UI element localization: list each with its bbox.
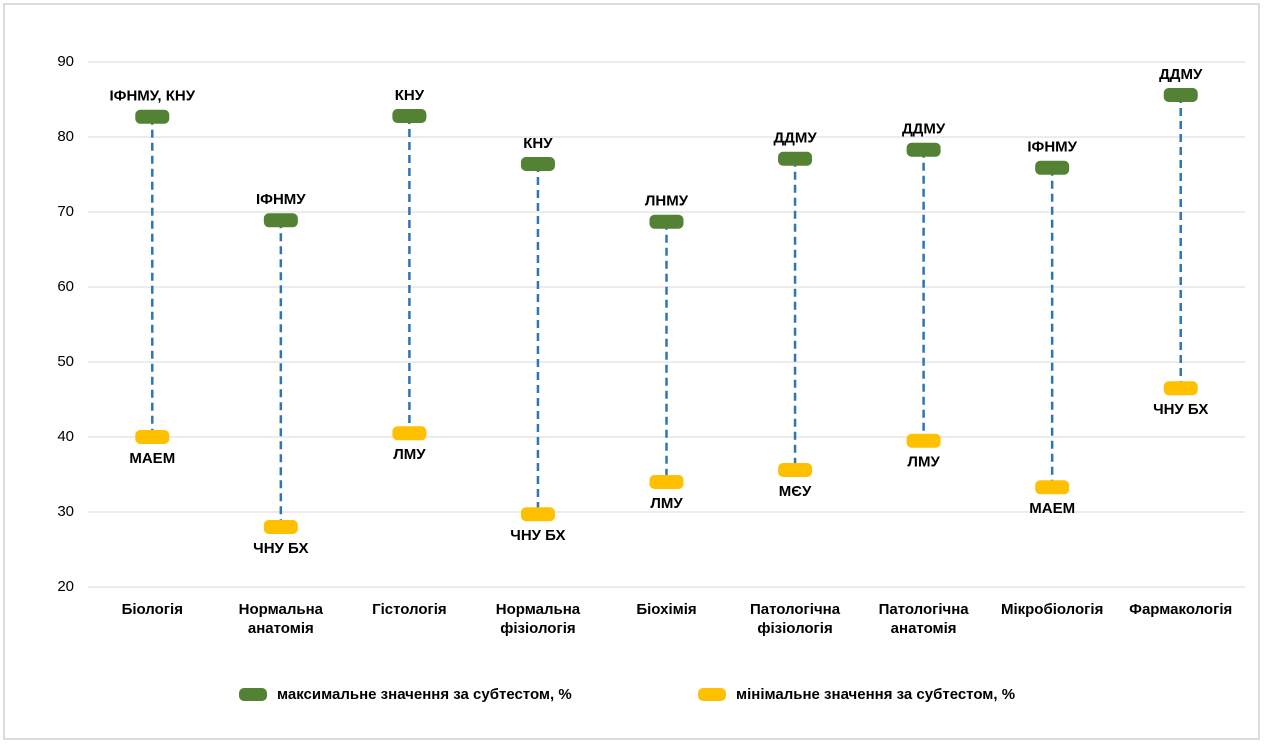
point-label: ДДМУ bbox=[1159, 66, 1203, 83]
y-tick-label: 30 bbox=[57, 503, 74, 520]
point-label: ЧНУ БХ bbox=[510, 527, 565, 544]
marker bbox=[906, 433, 941, 448]
y-tick-label: 70 bbox=[57, 203, 74, 220]
point-label: КНУ bbox=[395, 87, 425, 104]
marker bbox=[135, 430, 170, 444]
point-label: ЛМУ bbox=[650, 495, 683, 512]
marker bbox=[649, 475, 684, 489]
marker bbox=[778, 151, 813, 166]
x-tick-label: Патологічна анатомія bbox=[878, 601, 969, 637]
marker bbox=[1035, 480, 1070, 495]
point-label: ІФНМУ, КНУ bbox=[109, 88, 195, 105]
legend-marker bbox=[239, 688, 267, 701]
x-tick-label: Біологія bbox=[121, 601, 183, 618]
y-tick-label: 40 bbox=[57, 428, 74, 445]
point-label: КНУ bbox=[523, 135, 553, 152]
x-tick-label: Біохімія bbox=[636, 601, 697, 618]
point-label: ЛМУ bbox=[907, 454, 940, 471]
legend-marker bbox=[698, 688, 726, 701]
x-tick-label: Фармакологія bbox=[1129, 601, 1233, 618]
point-label: МАЕМ bbox=[1029, 500, 1075, 517]
marker bbox=[263, 213, 298, 228]
marker bbox=[1163, 88, 1198, 102]
point-label: ЧНУ БХ bbox=[253, 540, 308, 557]
point-label: ІФНМУ bbox=[1027, 139, 1077, 156]
marker bbox=[906, 142, 941, 157]
marker bbox=[392, 426, 427, 441]
x-tick-label: Нормальна анатомія bbox=[238, 601, 323, 637]
marker bbox=[649, 214, 684, 229]
x-tick-label: Мікробіологія bbox=[1000, 601, 1104, 618]
y-tick-label: 80 bbox=[57, 128, 74, 145]
point-label: ЧНУ БХ bbox=[1153, 401, 1208, 418]
legend-label: максимальне значення за субтестом, % bbox=[277, 686, 572, 703]
marker bbox=[520, 157, 555, 171]
x-tick-label: Нормальна фізіологія bbox=[495, 601, 581, 637]
marker bbox=[778, 463, 813, 477]
y-tick-label: 90 bbox=[57, 53, 74, 70]
x-tick-label: Гістологія bbox=[372, 601, 447, 618]
y-tick-label: 20 bbox=[57, 578, 74, 595]
marker bbox=[520, 507, 555, 522]
point-label: ДДМУ bbox=[773, 130, 817, 147]
x-tick-label: Патологічна фізіологія bbox=[750, 601, 841, 637]
point-label: ЛМУ bbox=[393, 446, 426, 463]
point-label: МАЕМ bbox=[129, 450, 175, 467]
marker bbox=[1163, 381, 1198, 396]
point-label: ІФНМУ bbox=[256, 191, 306, 208]
marker bbox=[1035, 160, 1070, 175]
marker bbox=[263, 520, 298, 534]
marker bbox=[392, 109, 427, 123]
y-tick-label: 50 bbox=[57, 353, 74, 370]
marker bbox=[135, 109, 170, 124]
point-label: МЄУ bbox=[779, 483, 812, 500]
point-label: ЛНМУ bbox=[645, 193, 689, 210]
legend-label: мінімальне значення за субтестом, % bbox=[736, 686, 1015, 703]
point-label: ДДМУ bbox=[902, 121, 946, 138]
frame bbox=[3, 3, 1260, 740]
y-tick-label: 60 bbox=[57, 278, 74, 295]
